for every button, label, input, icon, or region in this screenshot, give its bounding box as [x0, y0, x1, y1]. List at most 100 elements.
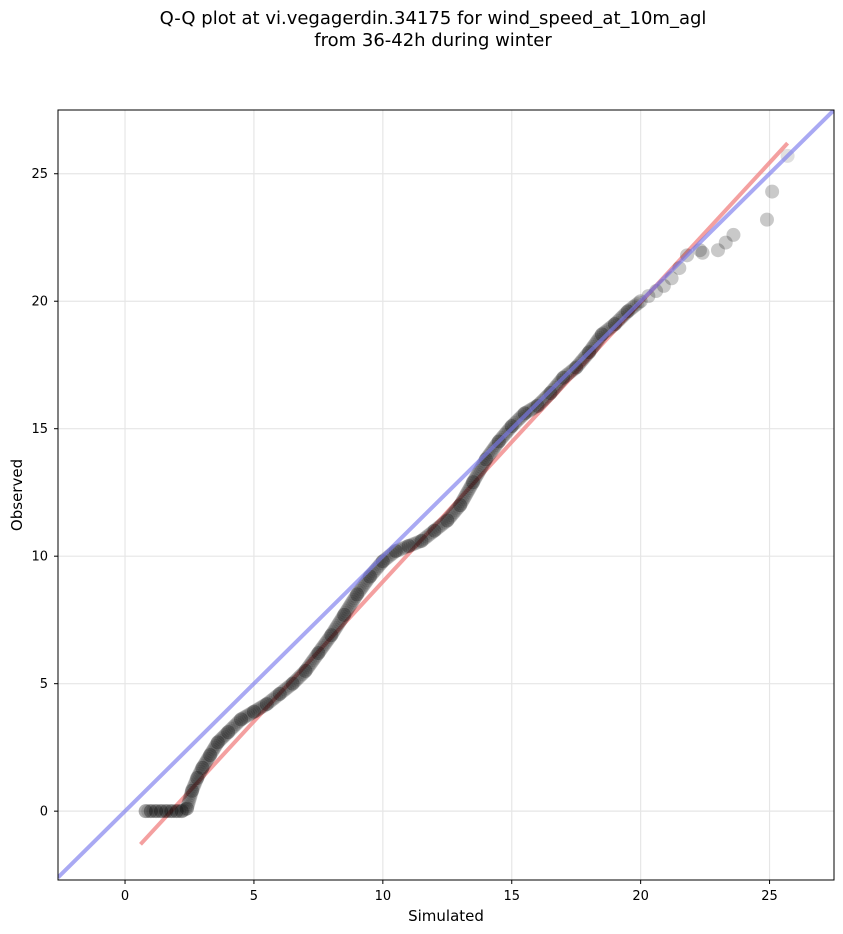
data-point	[765, 184, 780, 199]
data-point	[143, 804, 158, 819]
data-point	[229, 717, 244, 732]
data-point	[440, 513, 455, 528]
data-point	[414, 533, 429, 548]
y-tick-label: 10	[31, 550, 48, 565]
data-point	[315, 640, 330, 655]
data-point	[352, 583, 367, 598]
data-point	[343, 598, 358, 613]
plot-data	[58, 110, 834, 879]
y-tick-label: 0	[40, 805, 48, 820]
data-point	[203, 748, 218, 763]
data-point	[431, 520, 446, 535]
data-point	[212, 733, 227, 748]
data-point	[189, 773, 204, 788]
data-point	[461, 482, 476, 497]
data-point	[347, 591, 362, 606]
data-point	[191, 768, 206, 783]
data-point	[310, 647, 325, 662]
data-point	[185, 783, 200, 798]
data-point	[194, 762, 209, 777]
data-point	[395, 541, 410, 556]
data-point	[181, 794, 196, 809]
data-point	[188, 775, 203, 790]
data-point	[718, 235, 733, 250]
plot-frame	[57, 109, 835, 881]
data-point	[718, 235, 733, 250]
data-point	[154, 804, 169, 819]
data-point	[280, 681, 295, 696]
data-point	[278, 682, 293, 697]
data-point	[340, 602, 355, 617]
data-point	[183, 790, 198, 805]
data-point	[337, 607, 352, 622]
data-point	[332, 615, 347, 630]
data-point	[241, 708, 256, 722]
data-point	[195, 760, 210, 775]
data-point	[182, 792, 197, 807]
data-point	[179, 801, 194, 816]
data-point	[440, 513, 455, 528]
data-point	[304, 655, 319, 670]
data-point	[467, 473, 482, 488]
data-point	[248, 703, 263, 718]
data-point	[726, 227, 741, 242]
data-point	[185, 781, 200, 796]
data-point	[209, 737, 224, 752]
data-point	[324, 628, 339, 643]
data-point	[197, 757, 212, 772]
data-point	[148, 804, 163, 819]
data-point	[213, 732, 228, 747]
data-point	[195, 760, 210, 775]
data-point	[414, 533, 429, 548]
data-point	[319, 635, 334, 650]
data-point	[205, 744, 220, 759]
data-point	[441, 511, 456, 526]
data-point	[351, 585, 366, 600]
data-point	[232, 713, 247, 728]
data-point	[317, 637, 332, 652]
data-point	[159, 804, 174, 819]
data-point	[401, 538, 416, 553]
data-point	[172, 804, 187, 819]
data-point	[459, 486, 474, 501]
data-point	[458, 488, 473, 503]
data-point	[420, 529, 435, 544]
data-point	[466, 475, 481, 490]
data-point	[460, 484, 475, 499]
data-point	[216, 729, 231, 744]
data-point	[446, 506, 461, 521]
identity-line	[58, 110, 834, 879]
data-point	[246, 704, 261, 719]
data-point	[469, 469, 484, 484]
x-tick-label: 0	[121, 889, 129, 904]
data-point	[206, 742, 221, 757]
y-tick-label: 20	[31, 295, 48, 310]
chart-title-line-1: Q-Q plot at vi.vegagerdin.34175 for wind…	[159, 8, 707, 29]
data-point	[225, 720, 240, 735]
data-point	[302, 658, 317, 673]
data-point	[397, 540, 412, 555]
data-point	[192, 766, 207, 781]
data-point	[250, 702, 265, 717]
data-point	[138, 804, 153, 819]
data-point	[710, 243, 725, 258]
data-point	[306, 653, 321, 668]
data-point	[334, 611, 349, 626]
data-point	[296, 665, 311, 680]
data-point	[190, 771, 205, 786]
data-point	[451, 499, 466, 514]
data-point	[307, 651, 322, 666]
data-point	[156, 804, 171, 819]
data-point	[482, 446, 497, 461]
data-point	[181, 797, 196, 812]
chart-title: Q-Q plot at vi.vegagerdin.34175 for wind…	[0, 8, 843, 52]
data-point	[141, 804, 156, 819]
data-point	[164, 804, 179, 819]
data-point	[346, 593, 361, 607]
data-point	[196, 758, 211, 773]
data-point	[444, 508, 459, 523]
data-point	[245, 705, 260, 720]
data-point	[344, 596, 359, 611]
data-point	[470, 467, 485, 482]
data-point	[401, 538, 416, 553]
